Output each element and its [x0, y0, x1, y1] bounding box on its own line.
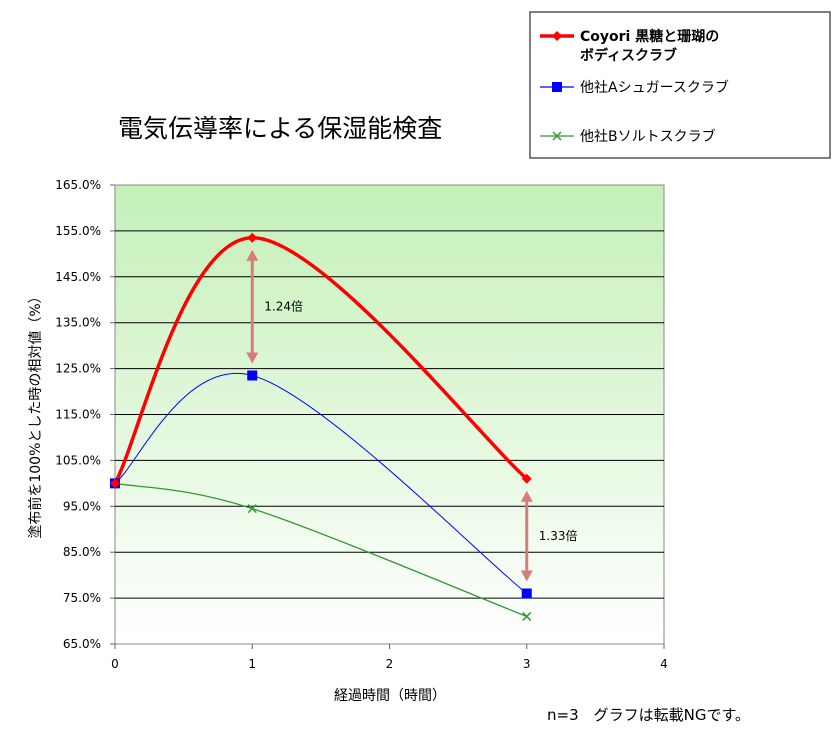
gridlines — [115, 230, 664, 599]
annotation-arrowhead-down-0 — [246, 352, 259, 364]
markers-group — [110, 232, 532, 621]
y-tick-label: 75.0% — [63, 591, 101, 605]
x-tick-label: 3 — [523, 657, 531, 671]
annotation-arrowhead-up-1 — [520, 490, 533, 502]
x-tick-label: 1 — [248, 657, 256, 671]
y-tick-label: 95.0% — [63, 499, 101, 513]
series-line-1 — [114, 372, 528, 594]
annotation-arrowhead-up-0 — [246, 249, 259, 261]
y-tick-label: 165.0% — [55, 178, 101, 192]
annotations-group: 1.24倍 1.33倍 — [246, 249, 578, 582]
footnote: n=3 グラフは転載NGです。 — [547, 706, 750, 724]
data-point-series-0 — [247, 232, 258, 243]
x-axis-label: 経過時間（時間） — [334, 688, 446, 704]
y-tick-label: 115.0% — [55, 408, 101, 422]
legend-label-2: 他社Bソルトスクラブ — [580, 128, 716, 145]
data-point-series-2 — [522, 611, 532, 621]
legend-box — [529, 11, 831, 159]
series-line-2 — [114, 482, 527, 618]
legend-label-0: Coyori 黒糖と珊瑚の — [580, 28, 719, 45]
annotation-label-0: 1.24倍 — [264, 299, 303, 314]
annotation-label-1: 1.33倍 — [539, 528, 578, 543]
legend-label-0: ボディスクラブ — [580, 47, 677, 64]
data-point-series-1 — [247, 370, 258, 381]
chart-title: 電気伝導率による保湿能検査 — [118, 114, 442, 143]
y-tick-labels: 165.0% 155.0% 145.0% 135.0% 125.0% 115.0% 105.… — [55, 178, 115, 651]
y-tick-label: 65.0% — [63, 637, 101, 651]
y-tick-label: 135.0% — [55, 316, 101, 330]
data-point-series-2 — [247, 504, 257, 514]
x-tick-label: 4 — [660, 657, 668, 671]
y-tick-label: 85.0% — [63, 545, 101, 559]
data-point-series-1 — [521, 588, 532, 599]
y-tick-label: 155.0% — [55, 224, 101, 238]
legend-marker-2 — [552, 131, 562, 141]
legend: Coyori 黒糖と珊瑚のボディスクラブ他社Aシュガースクラブ他社Bソルトスクラ… — [529, 11, 831, 159]
legend-label-1: 他社Aシュガースクラブ — [580, 79, 729, 96]
y-axis-label: 塗布前を100%とした時の相対値（%） — [27, 289, 44, 538]
y-tick-label: 105.0% — [55, 453, 101, 467]
legend-marker-1 — [552, 82, 562, 92]
x-tick-label: 0 — [111, 657, 119, 671]
x-tick-labels: 0 1 2 3 4 — [111, 644, 668, 671]
annotation-arrowhead-down-1 — [520, 570, 533, 582]
legend-marker-0 — [552, 31, 562, 41]
y-tick-label: 125.0% — [55, 362, 101, 376]
data-point-series-0 — [110, 478, 120, 489]
x-tick-label: 2 — [386, 657, 394, 671]
data-point-series-0 — [521, 473, 532, 484]
y-tick-label: 145.0% — [55, 270, 101, 284]
